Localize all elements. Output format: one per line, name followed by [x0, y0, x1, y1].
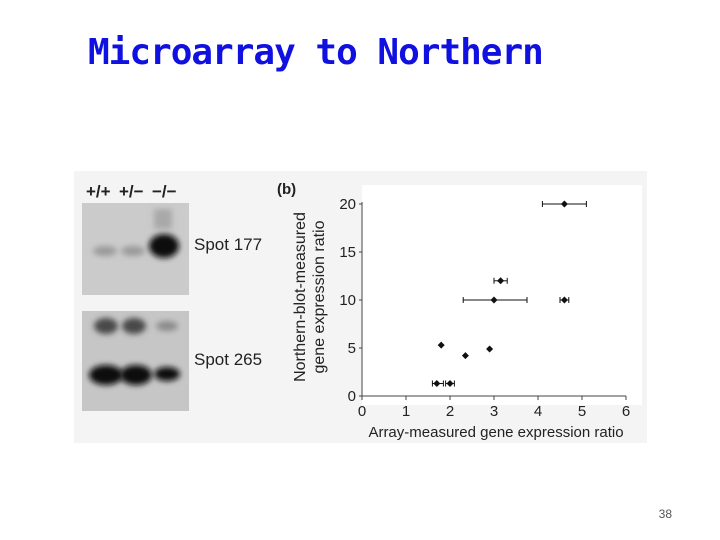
- data-point: [490, 296, 498, 304]
- x-axis-title: Array-measured gene expression ratio: [368, 424, 623, 441]
- x-tick-label: 5: [578, 403, 586, 420]
- blot-band: [122, 318, 146, 334]
- blot-band: [93, 246, 117, 256]
- data-point: [437, 341, 445, 349]
- x-tick-label: 1: [402, 403, 410, 420]
- genotype-label: +/−: [119, 182, 144, 201]
- x-tick-label: 6: [622, 403, 630, 420]
- blot-band: [156, 321, 178, 331]
- data-point: [497, 277, 505, 285]
- data-point: [433, 380, 441, 388]
- blot-band: [154, 367, 180, 381]
- x-tick-label: 3: [490, 403, 498, 420]
- page-number: 38: [658, 507, 672, 521]
- data-point: [560, 200, 568, 208]
- figure-svg: +/+ +/− −/− Spot 177 Spot 265 (b) Northe…: [82, 181, 642, 441]
- panel-label: (b): [277, 181, 296, 198]
- y-tick-label: 10: [339, 292, 356, 309]
- axis-ticks: 0 1 2 3 4 5 6 0 5 10 15 20: [339, 196, 630, 420]
- x-tick-label: 4: [534, 403, 542, 420]
- blot-band: [89, 365, 123, 385]
- y-axis-title-line: gene expression ratio: [311, 220, 328, 373]
- slide-title: Microarray to Northern: [88, 32, 544, 73]
- figure-panel: +/+ +/− −/− Spot 177 Spot 265 (b) Northe…: [74, 171, 647, 443]
- y-tick-label: 15: [339, 244, 356, 261]
- data-points: [431, 200, 587, 388]
- y-tick-label: 0: [348, 388, 356, 405]
- blot-band: [120, 365, 152, 385]
- blot-band: [121, 246, 145, 256]
- data-point: [486, 345, 494, 353]
- y-axis-title-line: Northern-blot-measured: [292, 212, 309, 382]
- spot-label: Spot 177: [194, 235, 262, 254]
- data-point: [446, 380, 454, 388]
- spot-label: Spot 265: [194, 350, 262, 369]
- data-point: [461, 352, 469, 360]
- genotype-label: +/+: [86, 182, 111, 201]
- data-point: [560, 296, 568, 304]
- y-axis-title: Northern-blot-measured gene expression r…: [292, 212, 328, 382]
- x-tick-label: 2: [446, 403, 454, 420]
- blot-band: [149, 234, 179, 258]
- plot-area: [362, 185, 642, 405]
- x-tick-label: 0: [358, 403, 366, 420]
- blot-band: [94, 318, 118, 334]
- y-tick-label: 5: [348, 340, 356, 357]
- northern-blot: +/+ +/− −/− Spot 177 Spot 265: [82, 182, 262, 411]
- y-tick-label: 20: [339, 196, 356, 213]
- blot-smear: [154, 209, 172, 229]
- genotype-label: −/−: [152, 182, 177, 201]
